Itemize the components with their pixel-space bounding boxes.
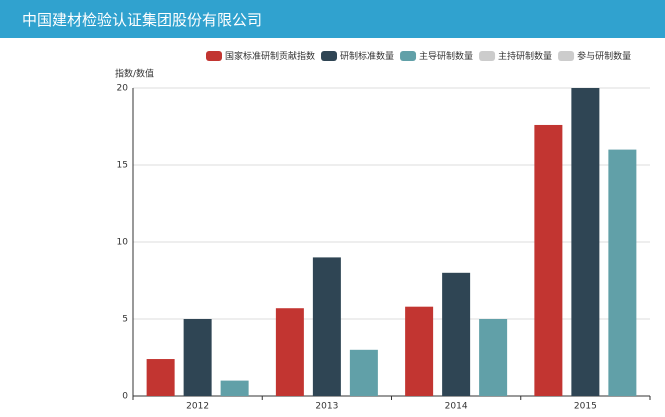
legend-label[interactable]: 主持研制数量 [498, 50, 552, 62]
y-tick-label: 10 [117, 238, 129, 248]
y-tick-label: 20 [117, 84, 129, 94]
bar [349, 349, 378, 396]
legend-label[interactable]: 参与研制数量 [577, 50, 631, 62]
legend-swatch[interactable] [321, 51, 338, 61]
bar [146, 359, 175, 396]
x-tick-label: 2013 [315, 402, 338, 412]
bar [183, 319, 212, 396]
bar [608, 149, 637, 396]
bar [312, 257, 341, 396]
bar [479, 319, 508, 396]
bar [571, 88, 600, 396]
header-title: 中国建材检验认证集团股份有限公司 [22, 11, 263, 29]
bar [442, 272, 471, 396]
y-tick-label: 15 [117, 161, 128, 171]
bar [220, 380, 249, 396]
x-tick-label: 2012 [186, 402, 209, 412]
x-tick-label: 2014 [445, 402, 468, 412]
bar [405, 306, 434, 396]
bar [534, 124, 563, 397]
y-axis-label: 指数/数值 [115, 68, 154, 80]
chart: 指数/数值 0 5 10 15 20 2012 2013 2014 2015 国家标准研制贡献指数… [115, 50, 651, 412]
legend-swatch[interactable] [558, 51, 575, 61]
legend-swatch[interactable] [206, 51, 222, 61]
legend-label[interactable]: 主导研制数量 [419, 50, 473, 62]
x-tick-label: 2015 [574, 402, 597, 412]
y-tick-label: 0 [122, 392, 128, 402]
legend-label[interactable]: 国家标准研制贡献指数 [225, 50, 315, 62]
header-bar: 中国建材检验认证集团股份有限公司 [0, 0, 665, 38]
bar [275, 308, 304, 396]
legend-swatch[interactable] [479, 51, 496, 61]
y-tick-label: 5 [122, 315, 128, 325]
legend-swatch[interactable] [400, 51, 417, 61]
legend-label[interactable]: 研制标准数量 [340, 50, 394, 62]
